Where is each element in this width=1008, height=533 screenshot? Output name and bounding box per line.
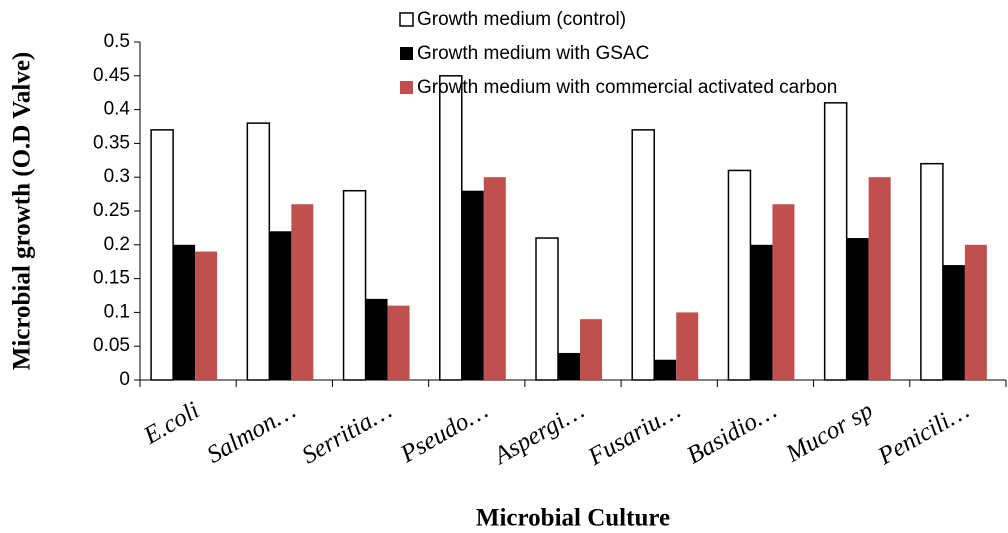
bar — [173, 244, 196, 380]
bar — [558, 352, 580, 380]
x-tick-label: Penicili… — [873, 397, 974, 471]
bar — [535, 237, 559, 381]
bar — [483, 177, 506, 380]
y-tick-label: 0.15 — [93, 268, 130, 289]
x-tick-label: Pseudo… — [395, 397, 492, 469]
bar — [150, 129, 174, 381]
bar — [868, 177, 891, 380]
y-tick-label: 0.2 — [104, 234, 130, 255]
y-tick-label: 0.35 — [93, 132, 130, 153]
bar — [823, 102, 848, 381]
y-tick-label: 0.05 — [93, 335, 130, 356]
y-tick-label: 0.5 — [104, 31, 130, 52]
bar — [387, 305, 410, 380]
y-tick-label: 0 — [119, 369, 130, 390]
y-tick-label: 0.3 — [104, 166, 130, 187]
bar — [580, 319, 602, 380]
bar — [846, 238, 869, 380]
x-tick-label: Basidio… — [682, 397, 781, 470]
legend-swatch — [400, 47, 413, 60]
x-tick-label: E.coli — [139, 397, 205, 450]
y-tick-label: 0.1 — [104, 301, 130, 322]
bar — [964, 244, 987, 380]
bar — [365, 298, 388, 380]
bar — [920, 162, 944, 381]
legend-swatch — [399, 12, 414, 27]
bar — [750, 244, 773, 380]
x-tick-label: Serritia… — [298, 397, 397, 470]
legend-swatch — [400, 81, 413, 94]
bar — [942, 265, 965, 380]
y-axis-title: Microbial growth (O.D Valve) — [9, 52, 36, 371]
bar — [727, 169, 752, 381]
bar — [342, 189, 367, 381]
y-tick-label: 0.4 — [104, 99, 131, 120]
bar — [654, 359, 677, 380]
x-tick-label: Aspergi… — [488, 397, 589, 471]
x-axis-title: Microbial Culture — [476, 505, 670, 532]
bar — [246, 122, 271, 381]
bar — [439, 75, 463, 381]
legend-label: Growth medium with commercial activated … — [417, 77, 837, 98]
legend-label: Growth medium (control) — [417, 9, 626, 30]
x-tick-label: Fusariu… — [583, 397, 685, 472]
x-tick-label: Mucor sp — [781, 397, 878, 468]
x-tick-label: Salmon… — [202, 397, 300, 469]
bar — [676, 312, 699, 380]
bar — [631, 129, 655, 381]
bar — [461, 190, 484, 380]
bar — [772, 204, 795, 380]
bar — [195, 251, 218, 380]
y-tick-label: 0.25 — [93, 200, 130, 221]
bar — [291, 204, 314, 380]
legend-label: Growth medium with GSAC — [417, 43, 649, 64]
bar — [269, 231, 292, 380]
y-tick-label: 0.45 — [93, 65, 130, 86]
